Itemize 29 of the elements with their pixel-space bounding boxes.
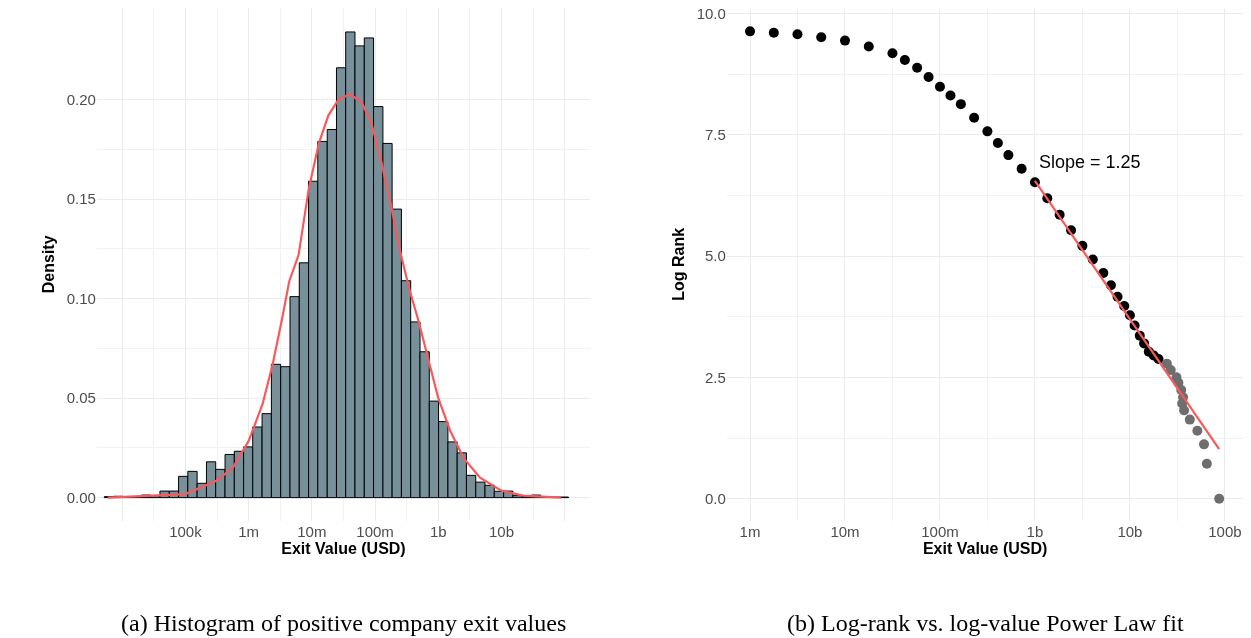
x-tick-label: 10b	[488, 522, 515, 540]
x-tick-label: 100k	[169, 522, 203, 540]
annotation: Slope = 1.25	[1039, 152, 1141, 172]
y-axis-title: Log Rank	[669, 227, 687, 301]
x-tick-label: 1b	[429, 522, 447, 540]
x-tick-label: 100m	[921, 522, 959, 540]
y-tick-label: 0.05	[66, 389, 96, 407]
x-axis-title: Exit Value (USD)	[922, 540, 1048, 558]
x-tick-label: 100b	[1208, 522, 1242, 540]
y-tick-label: 0.15	[66, 190, 96, 208]
y-tick-label: 7.5	[704, 125, 726, 143]
x-tick-label: 100m	[356, 522, 394, 540]
x-tick-label: 10m	[297, 522, 327, 540]
x-tick-label: 10m	[830, 522, 860, 540]
y-tick-label: 0.0	[704, 489, 726, 507]
x-tick-label: 1m	[739, 522, 761, 540]
y-tick-label: 2.5	[704, 368, 726, 386]
x-tick-label: 1b	[1026, 522, 1044, 540]
x-tick-label: 1m	[238, 522, 260, 540]
x-axis-title: Exit Value (USD)	[281, 540, 406, 558]
y-axis-title: Density	[39, 235, 57, 294]
x-tick-label: 10b	[1117, 522, 1143, 540]
y-tick-label: 0.10	[66, 289, 96, 307]
y-tick-label: 0.20	[66, 90, 96, 108]
text: (b) Log-rank vs. log-value Power Law fit	[787, 610, 1184, 636]
y-tick-label: 5.0	[704, 247, 726, 265]
y-tick-label: 0.00	[66, 488, 96, 506]
text: (a) Histogram of positive company exit values	[121, 610, 567, 636]
y-tick-label: 10.0	[696, 4, 726, 22]
